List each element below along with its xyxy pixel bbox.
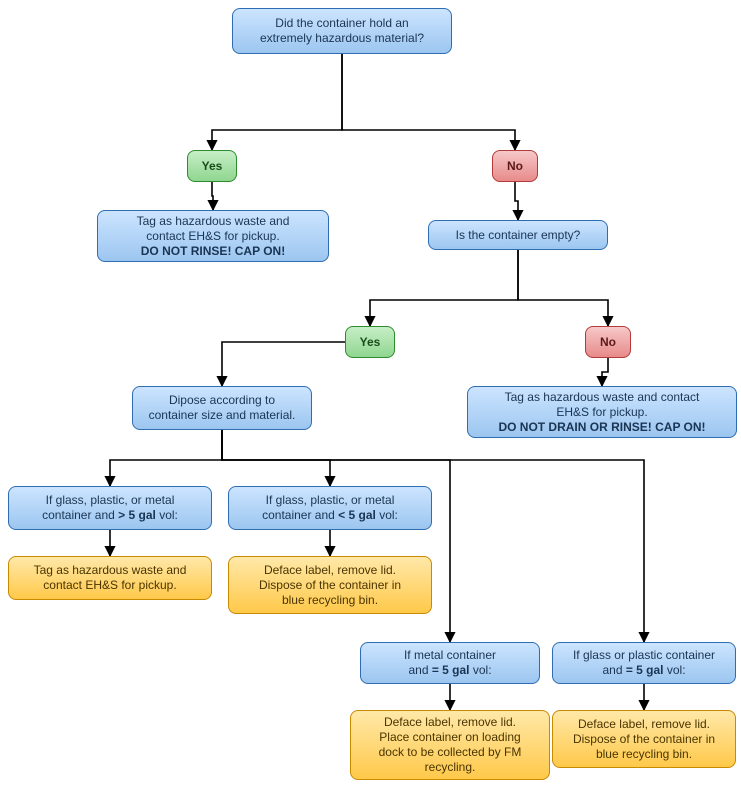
node-label: Deface label, remove lid.Dispose of the …	[235, 563, 425, 608]
node-label: Did the container hold anextremely hazar…	[239, 16, 445, 46]
node-yes1: Yes	[187, 150, 237, 182]
node-out4: Deface label, remove lid.Dispose of the …	[552, 710, 736, 768]
node-label: Tag as hazardous waste andcontact EH&S f…	[104, 214, 322, 259]
node-metal5: If metal containerand = 5 gal vol:	[360, 642, 540, 684]
node-no1: No	[492, 150, 538, 182]
node-gp5: If glass or plastic containerand = 5 gal…	[552, 642, 736, 684]
node-label: Yes	[352, 335, 388, 350]
node-label: No	[499, 159, 531, 174]
node-label: Dipose according tocontainer size and ma…	[139, 393, 305, 423]
node-label: Is the container empty?	[435, 228, 601, 243]
node-gpm_gt5: If glass, plastic, or metalcontainer and…	[8, 486, 212, 530]
node-yes2: Yes	[345, 326, 395, 358]
node-tagHaz1: Tag as hazardous waste andcontact EH&S f…	[97, 210, 329, 262]
node-gpm_lt5: If glass, plastic, or metalcontainer and…	[228, 486, 432, 530]
node-q2: Is the container empty?	[428, 220, 608, 250]
node-label: If glass or plastic containerand = 5 gal…	[559, 648, 729, 678]
node-label: If glass, plastic, or metalcontainer and…	[235, 493, 425, 523]
node-label: Deface label, remove lid.Place container…	[357, 715, 543, 775]
node-label: Tag as hazardous waste andcontact EH&S f…	[15, 563, 205, 593]
node-dispose: Dipose according tocontainer size and ma…	[132, 386, 312, 430]
flowchart-stage: Did the container hold anextremely hazar…	[0, 0, 741, 800]
node-q1: Did the container hold anextremely hazar…	[232, 8, 452, 54]
node-label: Yes	[194, 159, 230, 174]
node-out1: Tag as hazardous waste andcontact EH&S f…	[8, 556, 212, 600]
node-label: Deface label, remove lid.Dispose of the …	[559, 717, 729, 762]
node-no2: No	[585, 326, 631, 358]
node-label: If metal containerand = 5 gal vol:	[367, 648, 533, 678]
node-label: If glass, plastic, or metalcontainer and…	[15, 493, 205, 523]
node-out3: Deface label, remove lid.Place container…	[350, 710, 550, 780]
node-tagHaz2: Tag as hazardous waste and contactEH&S f…	[467, 386, 737, 438]
node-label: No	[592, 335, 624, 350]
node-out2: Deface label, remove lid.Dispose of the …	[228, 556, 432, 614]
node-label: Tag as hazardous waste and contactEH&S f…	[474, 390, 730, 435]
